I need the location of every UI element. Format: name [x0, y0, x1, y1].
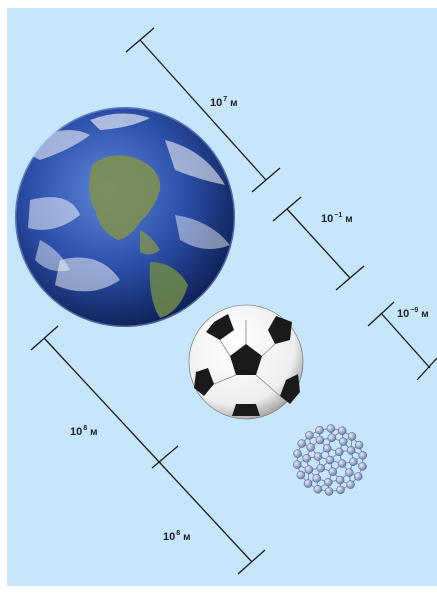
soccer-ball — [188, 304, 304, 420]
molecule-atom — [354, 440, 364, 450]
scale-bar-1e-9 — [367, 301, 437, 381]
molecule-atom — [316, 463, 326, 473]
molecule-atom — [306, 443, 315, 452]
molecule-atom — [353, 472, 363, 481]
molecule-atom — [302, 454, 311, 463]
molecule-atom — [346, 480, 355, 489]
molecule-atom — [313, 485, 323, 494]
molecule-atom — [337, 426, 347, 435]
molecule-atom — [358, 462, 367, 471]
molecule-atom — [334, 447, 344, 457]
molecule-atom — [345, 468, 354, 477]
molecule-atom — [336, 485, 345, 495]
earth-globe — [15, 107, 235, 327]
molecule-atom — [337, 459, 347, 468]
molecule-atom — [292, 460, 302, 469]
molecule-atom — [315, 435, 325, 445]
molecule-atom — [349, 457, 358, 466]
molecule-atom — [312, 474, 322, 483]
molecule-atom — [305, 431, 314, 440]
molecule-atom — [338, 437, 348, 446]
fullerene-molecule — [292, 424, 368, 496]
scale-bar-1e7 — [125, 27, 281, 193]
scale-bar-1e8 — [30, 325, 266, 575]
scale-bars — [30, 27, 437, 575]
molecule-atom — [313, 452, 323, 461]
molecule-atom — [326, 424, 336, 433]
scale-bar-1e-1 — [272, 196, 365, 291]
scale-label-1e8-b: 108 м — [163, 530, 191, 543]
molecule-atom — [335, 475, 345, 485]
molecule-atom — [327, 433, 337, 443]
molecule-atom — [325, 455, 335, 465]
molecule-atom — [324, 487, 334, 496]
molecule-atom — [293, 449, 302, 458]
molecule-atom — [322, 444, 332, 453]
scale-label-1e-9: 10−9 м — [397, 307, 429, 320]
molecule-atom — [315, 425, 324, 435]
scale-label-1e-1: 10−1 м — [321, 212, 353, 225]
molecule-atom — [304, 465, 314, 474]
scale-label-1e7: 107 м — [210, 96, 238, 109]
molecule-atom — [323, 477, 333, 487]
molecule-atom — [328, 467, 338, 476]
molecule-atom — [296, 470, 306, 480]
molecule-atom — [346, 446, 356, 455]
molecule-atom — [347, 432, 357, 441]
scale-label-1e8-a: 108 м — [70, 425, 98, 438]
molecule-atom — [297, 439, 307, 448]
molecule-atom — [358, 451, 368, 460]
molecule-atom — [303, 479, 313, 488]
